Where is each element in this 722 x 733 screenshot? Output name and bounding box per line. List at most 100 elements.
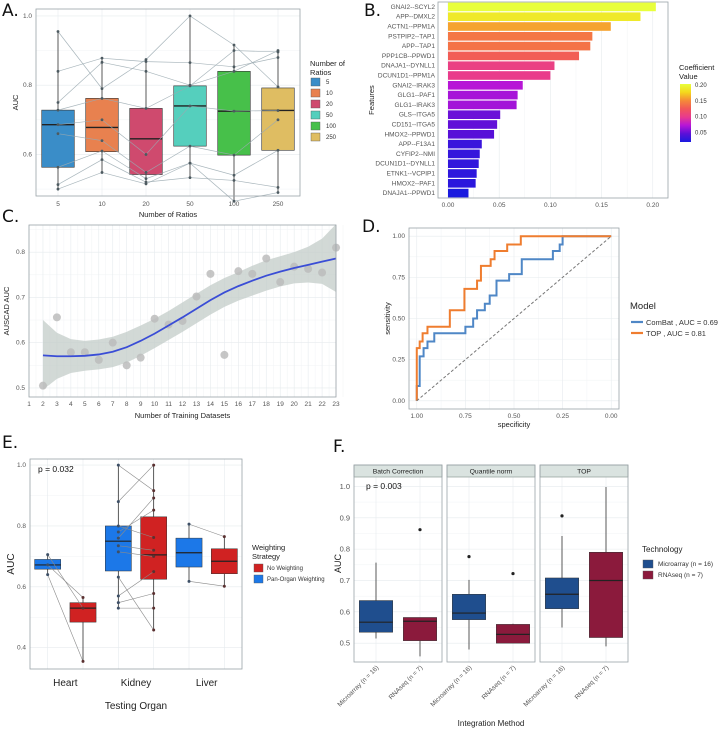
- colorbar-tick-label: 0.20: [695, 83, 707, 89]
- y-axis-title: sensitivity: [383, 302, 392, 335]
- data-point: [152, 628, 156, 632]
- bar-ETNK1--VCPIP1: [448, 169, 477, 178]
- x-tick-label: 0.00: [442, 202, 455, 209]
- data-point: [304, 264, 313, 273]
- legend-title: Model: [630, 301, 656, 312]
- x-tick-label: 20: [142, 201, 150, 208]
- y-tick-label: PPP1CB--PPWD1: [382, 53, 435, 60]
- data-point: [122, 361, 131, 370]
- panel-c-scatter: 0.50.60.70.81 2 3 4 5 6 7 8 9 10 11 12 13 14 15 16 17 18 1…: [2, 224, 344, 420]
- paired-line: [118, 464, 154, 502]
- facet-title: TOP: [577, 469, 591, 476]
- outlier-point: [560, 514, 564, 518]
- data-point: [220, 350, 229, 359]
- bar-PPP1CB--PPWD1: [448, 51, 580, 61]
- reference-diagonal: [416, 235, 612, 402]
- smooth-line: [42, 257, 337, 358]
- x-tick-label: 50: [186, 201, 194, 208]
- data-point: [152, 570, 156, 574]
- data-point: [56, 132, 60, 136]
- bar-DCUN1D1--DYNLL1: [448, 159, 479, 169]
- colorbar-title: Coefficient: [679, 63, 715, 72]
- roc-curve: [415, 235, 612, 401]
- data-point: [276, 50, 280, 54]
- plot-frame: [437, 1, 669, 199]
- panel-c-letter: C.: [2, 207, 19, 227]
- data-point: [152, 496, 156, 500]
- plot-frame: [35, 8, 301, 197]
- data-point: [46, 573, 50, 577]
- y-tick-label: 0.50: [392, 316, 405, 323]
- data-point: [232, 199, 236, 203]
- data-point: [152, 489, 156, 493]
- data-point: [56, 30, 60, 33]
- data-point: [232, 43, 236, 47]
- data-point: [152, 508, 156, 512]
- data-point: [206, 269, 215, 278]
- data-point: [152, 592, 156, 596]
- x-tick-label: 13: [193, 401, 201, 408]
- y-tick-label: 0.8: [17, 523, 26, 530]
- box-quantile-norm-microarray: [452, 594, 486, 620]
- paired-line: [118, 576, 154, 631]
- data-point: [56, 123, 60, 127]
- y-tick-label: 0.6: [17, 584, 26, 591]
- box-top-microarray: [545, 577, 579, 609]
- data-point: [188, 144, 192, 148]
- bar-PSTPIP2--TAP1: [448, 31, 593, 41]
- data-point: [81, 606, 85, 610]
- data-point: [144, 60, 148, 64]
- x-tick-label: 4: [69, 401, 73, 408]
- y-tick-label: 0.00: [392, 398, 405, 405]
- legend-swatch: [310, 121, 321, 131]
- bar-DNAJA1--DYNLL1: [448, 61, 555, 71]
- legend-label: RNAseq (n = 7): [658, 572, 703, 579]
- data-point: [232, 49, 236, 52]
- legend-label: 100: [326, 124, 337, 130]
- y-tick-label: GLG1--IRAK3: [395, 102, 436, 109]
- legend-label: ComBat , AUC = 0.69: [646, 318, 718, 327]
- data-point: [276, 278, 285, 287]
- x-tick-label: 23: [332, 401, 340, 408]
- data-point: [152, 463, 156, 467]
- y-tick-label: APP--DMXL2: [396, 14, 435, 21]
- x-tick-label: RNAseq (n = 7): [574, 664, 611, 701]
- y-axis-title: AUC: [333, 554, 343, 574]
- paired-line: [57, 149, 279, 180]
- paired-line: [188, 581, 225, 587]
- data-point: [276, 191, 280, 194]
- x-axis-title: Number of Ratios: [139, 210, 198, 219]
- data-point: [150, 314, 159, 323]
- legend-swatch: [642, 570, 654, 580]
- y-tick-label: DCUN1D1--PPM1A: [378, 73, 436, 80]
- bar-DNAJA1--PPWD1: [448, 188, 469, 198]
- x-tick-label: 18: [263, 401, 271, 408]
- y-tick-label: 1.0: [17, 462, 26, 469]
- x-tick-label: Kidney: [121, 678, 152, 689]
- data-point: [56, 165, 60, 169]
- x-tick-label: 100: [229, 201, 240, 208]
- y-axis-title: AUC: [6, 553, 17, 574]
- data-point: [188, 61, 192, 65]
- x-tick-label: 10: [151, 401, 159, 408]
- data-point: [276, 185, 280, 189]
- y-tick-label: 0.8: [23, 82, 32, 89]
- data-point: [136, 353, 145, 362]
- data-point: [152, 554, 156, 558]
- outlier-point: [511, 571, 515, 576]
- y-tick-label: 0.9: [340, 513, 350, 522]
- bar-CYFIP2--NMI: [448, 149, 480, 159]
- y-tick-label: 0.4: [17, 645, 26, 652]
- box-50: [173, 85, 207, 147]
- data-point: [276, 118, 280, 122]
- legend-title: Number of: [310, 59, 346, 68]
- x-tick-label: 5: [56, 201, 60, 208]
- data-point: [94, 355, 103, 364]
- legend-swatch: [253, 574, 264, 584]
- data-point: [144, 153, 148, 156]
- roc-curve: [415, 235, 612, 401]
- plot-frame: [28, 224, 337, 398]
- facet-frame: [539, 464, 629, 663]
- legend-swatch: [310, 77, 321, 87]
- x-tick-label: 10: [98, 201, 106, 208]
